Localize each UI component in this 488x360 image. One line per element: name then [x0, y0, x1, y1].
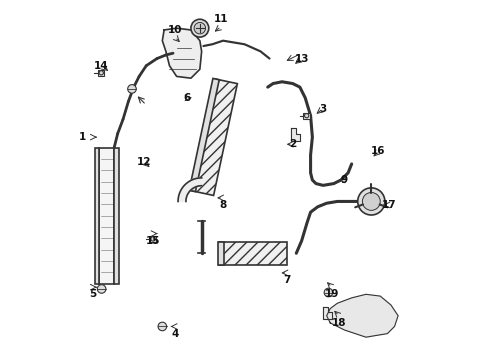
- Text: 17: 17: [381, 200, 396, 210]
- Text: 18: 18: [331, 318, 346, 328]
- Text: 9: 9: [340, 175, 347, 185]
- Text: 2: 2: [288, 139, 296, 149]
- Circle shape: [357, 188, 384, 215]
- Text: 1: 1: [78, 132, 85, 142]
- Polygon shape: [178, 178, 201, 202]
- Circle shape: [190, 19, 208, 37]
- Text: 12: 12: [137, 157, 151, 167]
- Text: 19: 19: [324, 289, 339, 299]
- Bar: [99, 148, 114, 284]
- Circle shape: [151, 237, 155, 241]
- Text: 10: 10: [167, 25, 182, 35]
- Bar: [189, 78, 219, 192]
- Circle shape: [97, 285, 106, 293]
- Text: 6: 6: [183, 93, 191, 103]
- Text: 3: 3: [319, 104, 326, 113]
- Bar: [190, 79, 237, 195]
- Bar: [114, 148, 119, 284]
- Bar: [149, 236, 156, 242]
- Text: 16: 16: [370, 147, 385, 157]
- Text: 7: 7: [283, 275, 290, 285]
- Polygon shape: [290, 128, 299, 141]
- Text: 8: 8: [219, 200, 226, 210]
- Text: 14: 14: [94, 61, 109, 71]
- Bar: [303, 113, 309, 118]
- Bar: [219, 242, 287, 265]
- Circle shape: [324, 288, 332, 297]
- Circle shape: [362, 193, 380, 210]
- Circle shape: [304, 113, 308, 118]
- Text: 11: 11: [214, 14, 228, 24]
- Polygon shape: [323, 307, 331, 319]
- Circle shape: [127, 85, 136, 93]
- Polygon shape: [326, 294, 397, 337]
- Text: 13: 13: [294, 54, 308, 64]
- Circle shape: [194, 22, 205, 34]
- Text: 15: 15: [146, 236, 161, 246]
- Circle shape: [99, 71, 103, 75]
- Bar: [95, 148, 99, 284]
- Text: 4: 4: [171, 329, 178, 339]
- Circle shape: [158, 322, 166, 331]
- Bar: [98, 70, 104, 76]
- Bar: [217, 242, 224, 265]
- Text: 5: 5: [89, 289, 96, 299]
- Polygon shape: [162, 28, 201, 78]
